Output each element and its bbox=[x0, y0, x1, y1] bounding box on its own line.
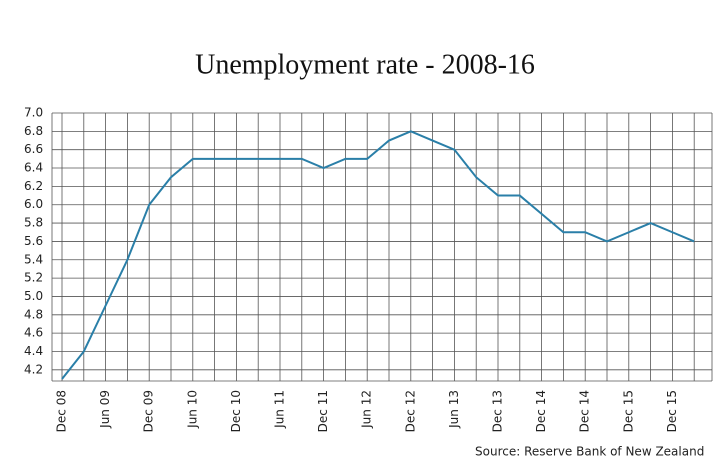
y-tick-label: 6.6 bbox=[24, 142, 43, 156]
y-tick-label: 6.2 bbox=[24, 179, 43, 193]
x-tick-label: Dec 10 bbox=[229, 390, 243, 432]
x-tick-label: Jun 12 bbox=[360, 390, 374, 429]
x-tick-label: Dec 08 bbox=[55, 390, 69, 432]
x-tick-label: Jun 11 bbox=[273, 390, 287, 429]
x-tick-label: Jun 10 bbox=[185, 390, 199, 429]
y-tick-label: 5.8 bbox=[24, 216, 43, 230]
y-tick-label: 7.0 bbox=[24, 106, 43, 120]
x-tick-label: Dec 14 bbox=[578, 390, 592, 432]
y-tick-label: 6.8 bbox=[24, 124, 43, 138]
x-tick-label: Dec 15 bbox=[665, 390, 679, 432]
y-tick-label: 5.2 bbox=[24, 271, 43, 285]
y-tick-label: 5.4 bbox=[24, 252, 43, 266]
x-tick-label: Jun 09 bbox=[98, 390, 112, 429]
y-tick-label: 4.6 bbox=[24, 326, 43, 340]
x-tick-label: Jun 13 bbox=[447, 390, 461, 429]
x-tick-label: Dec 14 bbox=[534, 390, 548, 432]
x-tick-label: Dec 15 bbox=[621, 390, 635, 432]
x-tick-label: Dec 12 bbox=[403, 390, 417, 432]
y-tick-label: 4.2 bbox=[24, 362, 43, 376]
x-tick-label: Dec 11 bbox=[316, 390, 330, 432]
y-tick-label: 6.0 bbox=[24, 197, 43, 211]
y-tick-label: 4.8 bbox=[24, 307, 43, 321]
x-tick-label: Dec 09 bbox=[142, 390, 156, 432]
y-tick-label: 6.4 bbox=[24, 161, 43, 175]
x-tick-label: Dec 13 bbox=[491, 390, 505, 432]
chart-title: Unemployment rate - 2008-16 bbox=[195, 49, 535, 80]
y-tick-label: 5.6 bbox=[24, 234, 43, 248]
data-line bbox=[61, 130, 695, 380]
y-tick-label: 5.0 bbox=[24, 289, 43, 303]
y-tick-label: 4.4 bbox=[24, 344, 43, 358]
source-note: Source: Reserve Bank of New Zealand bbox=[475, 445, 704, 459]
